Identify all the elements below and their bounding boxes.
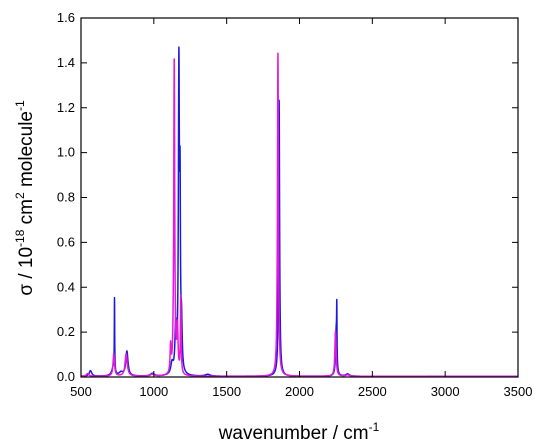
y-tick-label-4: 0.8 [57, 190, 75, 205]
x-axis-ticks: 500 1000 1500 2000 2500 3000 3500 [70, 18, 532, 399]
x-tick-label-5: 3000 [431, 384, 460, 399]
plot-frame [80, 17, 519, 378]
x-axis-title-sup: -1 [369, 420, 380, 434]
y-tick-label-8: 1.6 [57, 10, 75, 25]
x-tick-label-4: 2500 [358, 384, 387, 399]
y-axis-ticks: 0.0 0.2 0.4 0.6 0.8 1.0 1.2 1.4 1.6 [57, 10, 518, 384]
x-axis-title: wavenumber / cm-1 [218, 420, 380, 444]
y-axis-title: σ / 10-18 cm2 molecule-1 [13, 100, 37, 296]
y-tick-label-3: 0.6 [57, 234, 75, 249]
y-tick-label-0: 0.0 [57, 369, 75, 384]
y-tick-label-6: 1.2 [57, 100, 75, 115]
x-tick-label-0: 500 [70, 384, 92, 399]
x-tick-label-3: 2000 [285, 384, 314, 399]
spectrum-line-1 [80, 52, 519, 378]
series-layer [80, 46, 519, 378]
x-tick-label-2: 1500 [212, 384, 241, 399]
y-tick-label-7: 1.4 [57, 55, 75, 70]
y-tick-label-2: 0.4 [57, 279, 75, 294]
x-tick-label-1: 1000 [139, 384, 168, 399]
y-tick-label-5: 1.0 [57, 145, 75, 160]
x-tick-label-6: 3500 [504, 384, 533, 399]
y-tick-label-1: 0.2 [57, 324, 75, 339]
spectrum-line-0 [80, 46, 519, 378]
